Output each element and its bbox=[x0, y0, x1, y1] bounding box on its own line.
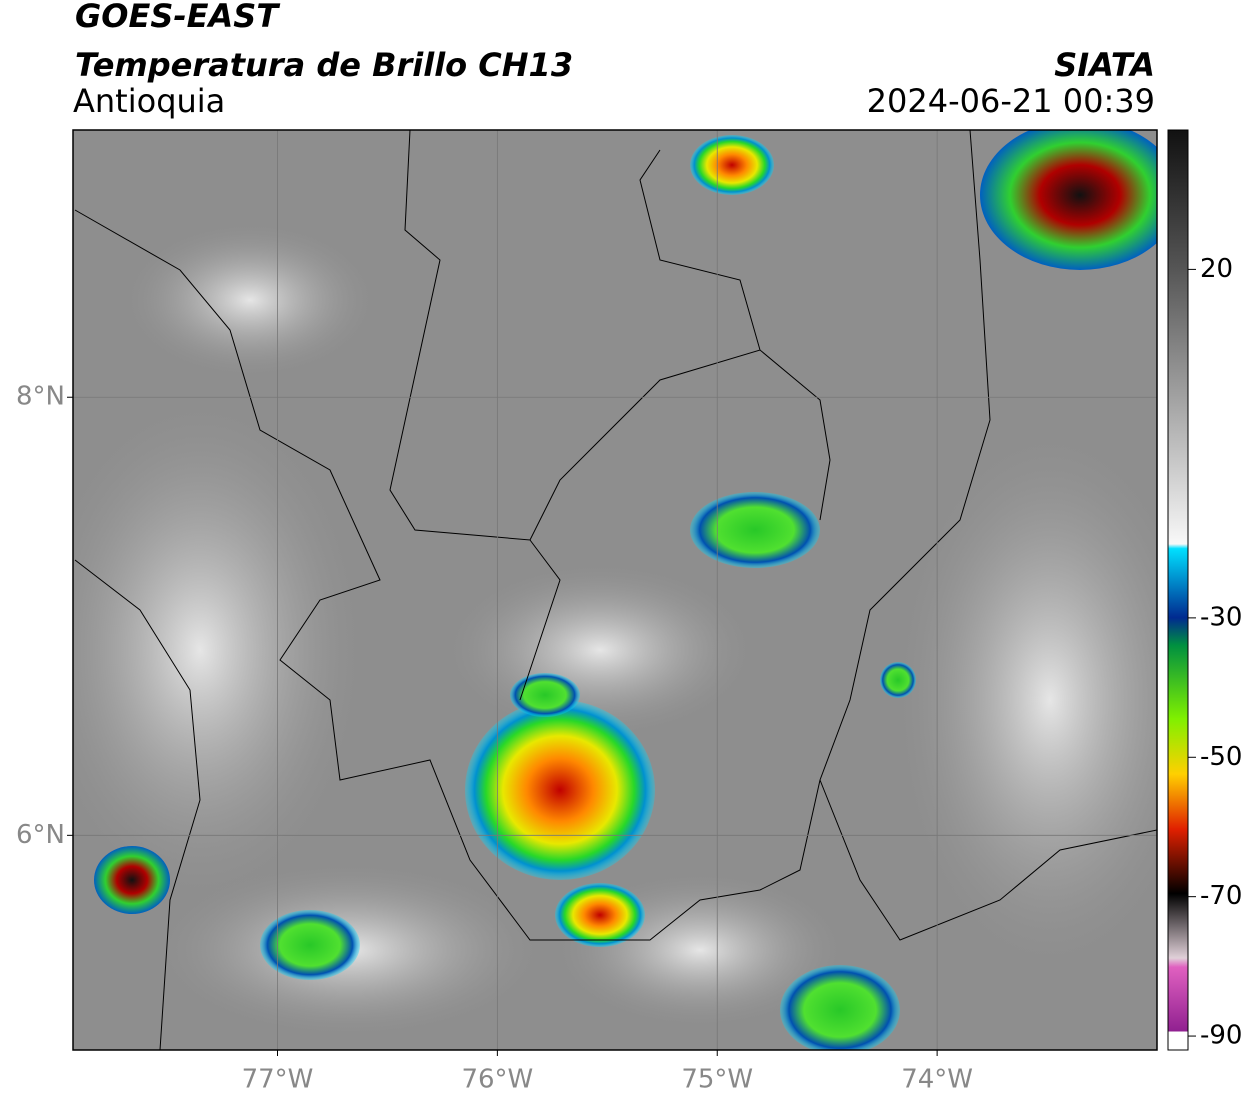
y-tick-label: 8°N bbox=[16, 382, 65, 412]
satellite-image bbox=[73, 130, 1157, 1050]
x-tick-label: 74°W bbox=[901, 1065, 973, 1095]
y-tick-label: 6°N bbox=[16, 820, 65, 850]
product: Temperatura de Brillo CH13 bbox=[75, 46, 573, 84]
satellite: GOES-EAST bbox=[75, 0, 280, 35]
colorbar-tick-label: -70 bbox=[1200, 881, 1242, 911]
datetime: 2024-06-21 00:39 bbox=[867, 82, 1155, 120]
x-tick-label: 75°W bbox=[681, 1065, 753, 1095]
map-frame bbox=[72, 129, 1158, 1051]
agency: SIATA bbox=[1054, 46, 1155, 84]
colorbar-tick-label: 20 bbox=[1200, 254, 1233, 284]
region: Antioquia bbox=[73, 82, 225, 120]
colorbar-tick-label: -50 bbox=[1200, 742, 1242, 772]
grid bbox=[73, 130, 1157, 1050]
colorbar bbox=[1167, 129, 1189, 1051]
x-tick-label: 76°W bbox=[461, 1065, 533, 1095]
x-tick-label: 77°W bbox=[242, 1065, 314, 1095]
colorbar-tick-label: -90 bbox=[1200, 1021, 1242, 1051]
colorbar-tick-label: -30 bbox=[1200, 602, 1242, 632]
